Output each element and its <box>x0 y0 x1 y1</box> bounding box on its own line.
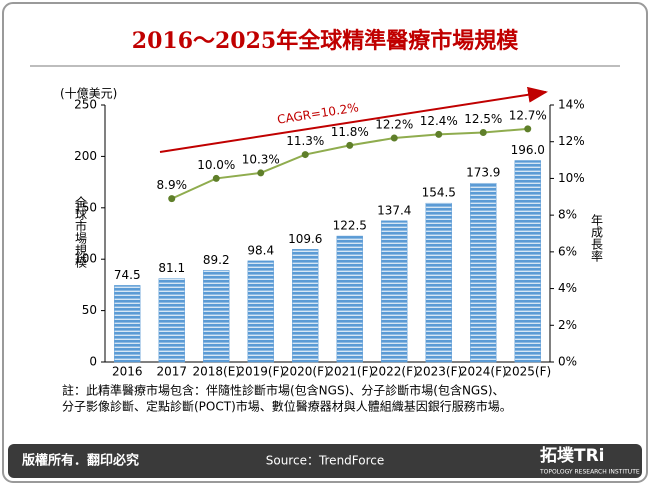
y2-tick-label: 0% <box>558 355 577 369</box>
growth-marker <box>390 134 398 142</box>
x-tick-label: 2025(F) <box>504 365 551 379</box>
x-tick-label: 2020(F) <box>282 365 329 379</box>
growth-value-label: 12.5% <box>464 112 502 126</box>
y-tick-label: 100 <box>74 252 97 266</box>
note: 分子影像診斷、定點診斷(POCT)市場、數位醫療器材與人體組織基因銀行服務市場。 <box>62 399 512 414</box>
bar <box>158 278 185 363</box>
growth-value-label: 8.9% <box>157 178 188 192</box>
growth-marker <box>524 125 532 133</box>
y-axis-title: 全球市場規模 <box>74 195 88 268</box>
bar <box>203 270 230 363</box>
growth-value-label: 11.8% <box>331 125 369 139</box>
bar-value-label: 89.2 <box>203 253 230 267</box>
bar-value-label: 122.5 <box>333 219 367 233</box>
bar-value-label: 154.5 <box>422 186 456 200</box>
x-tick-label: 2024(F) <box>460 365 507 379</box>
x-tick-label: 2021(F) <box>326 365 373 379</box>
y2-tick-label: 8% <box>558 208 577 222</box>
growth-marker <box>168 195 176 203</box>
y2-tick-label: 2% <box>558 318 577 332</box>
bar <box>381 220 408 363</box>
growth-marker <box>212 174 220 182</box>
bar-value-label: 74.5 <box>114 268 141 282</box>
chart-title: 2016～2025年全球精準醫療市場規模 <box>132 28 519 54</box>
y2-tick-label: 6% <box>558 244 577 258</box>
y2-tick-label: 12% <box>558 134 585 148</box>
bar <box>292 249 319 363</box>
bar <box>114 285 141 363</box>
bar <box>470 182 497 363</box>
y-tick-label: 0 <box>89 355 97 369</box>
bar <box>247 260 274 363</box>
bar-value-label: 137.4 <box>377 203 411 217</box>
bar <box>425 202 452 363</box>
bar-value-label: 196.0 <box>511 143 545 157</box>
y-tick-label: 50 <box>82 303 97 317</box>
growth-marker <box>257 169 265 177</box>
y2-tick-label: 4% <box>558 281 577 295</box>
x-tick-label: 2019(F) <box>237 365 284 379</box>
growth-value-label: 11.3% <box>286 134 324 148</box>
footer-source: Source：TrendForce <box>266 454 385 468</box>
x-tick-label: 2023(F) <box>415 365 462 379</box>
growth-value-label: 12.2% <box>375 118 413 132</box>
y2-axis-title: 年成長率 <box>590 214 604 262</box>
y2-tick-label: 10% <box>558 171 585 185</box>
growth-marker <box>346 141 354 149</box>
bar <box>514 160 541 363</box>
y-unit: (十億美元) <box>60 87 117 101</box>
growth-value-label: 10.0% <box>197 158 235 172</box>
x-tick-label: 2017 <box>156 365 187 379</box>
footer-logo-sub: TOPOLOGY RESEARCH INSTITUTE <box>539 469 640 476</box>
growth-value-label: 12.4% <box>420 114 458 128</box>
footer-logo: 拓墣TRi <box>540 446 605 466</box>
bar-value-label: 81.1 <box>158 261 185 275</box>
x-tick-label: 2018(E) <box>193 365 240 379</box>
footer-rights: 版權所有．翻印必究 <box>22 453 139 469</box>
growth-value-label: 12.7% <box>509 108 547 122</box>
footer-bar <box>8 444 642 478</box>
note: 註：此精準醫療市場包含：伴隨性診斷市場(包含NGS)、分子診斷市場(包含NGS)… <box>62 383 505 398</box>
bar-value-label: 173.9 <box>466 166 500 180</box>
growth-marker <box>479 129 487 137</box>
bar-value-label: 109.6 <box>288 232 322 246</box>
y-tick-label: 150 <box>74 200 97 214</box>
y-tick-label: 250 <box>74 98 97 112</box>
y2-tick-label: 14% <box>558 98 585 112</box>
growth-value-label: 10.3% <box>242 152 280 166</box>
cagr-arrow <box>159 86 548 153</box>
y-tick-label: 200 <box>74 149 97 163</box>
growth-marker <box>435 130 443 138</box>
x-tick-label: 2022(F) <box>371 365 418 379</box>
bar-value-label: 98.4 <box>247 243 274 257</box>
growth-marker <box>301 151 309 159</box>
bar <box>336 235 363 363</box>
x-tick-label: 2016 <box>112 365 143 379</box>
